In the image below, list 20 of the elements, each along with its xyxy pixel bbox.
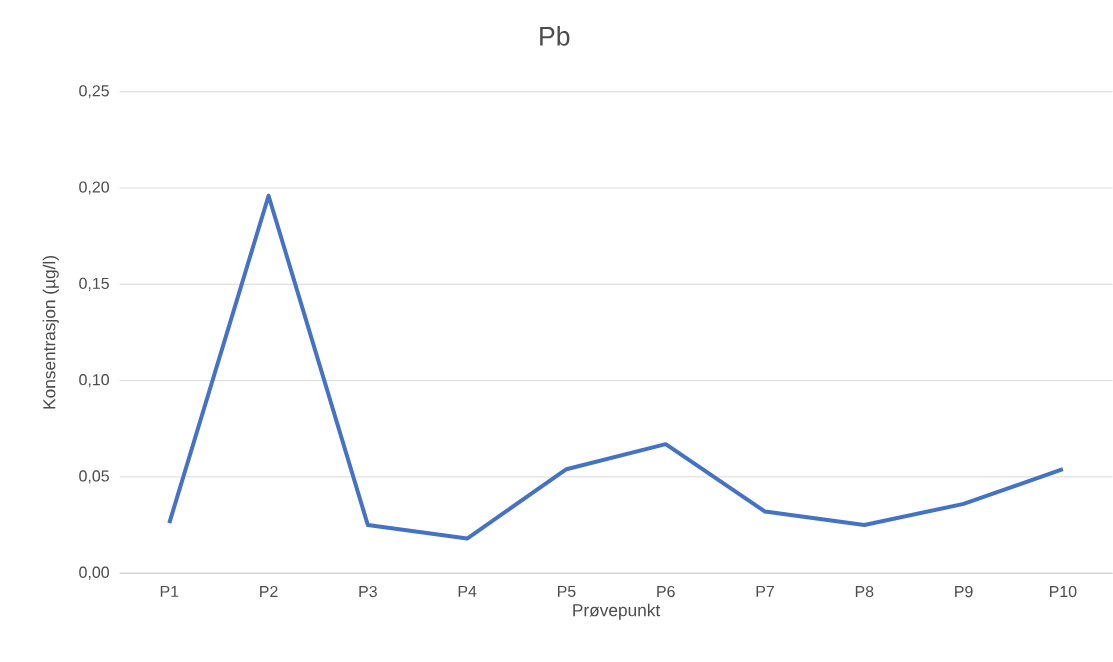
- y-tick-label: 0,10: [79, 374, 109, 388]
- x-tick-label: P5: [557, 585, 576, 598]
- x-tick-label: P9: [955, 585, 973, 598]
- y-tick-label: 0,00: [79, 566, 109, 580]
- chart-title: Pb: [540, 26, 570, 46]
- x-tick-label: P10: [1049, 585, 1077, 598]
- x-axis-title: Prøvepunkt: [573, 603, 661, 620]
- x-tick-label: P6: [657, 585, 675, 598]
- y-tick-label: 0,05: [79, 470, 109, 484]
- x-tick-label: P7: [756, 585, 774, 597]
- y-tick-label: 0,25: [79, 85, 109, 99]
- y-axis-title: Konsentrasjon (µg/l): [42, 256, 59, 409]
- y-tick-label: 0,20: [79, 181, 109, 195]
- x-tick-label: P4: [458, 585, 477, 597]
- x-tick-label: P3: [359, 585, 377, 598]
- x-tick-label: P2: [260, 585, 278, 598]
- y-tick-label: 0,15: [79, 277, 109, 291]
- line-series: [167, 193, 1065, 541]
- x-tick-label: P8: [855, 585, 874, 598]
- x-tick-label: P1: [160, 585, 179, 597]
